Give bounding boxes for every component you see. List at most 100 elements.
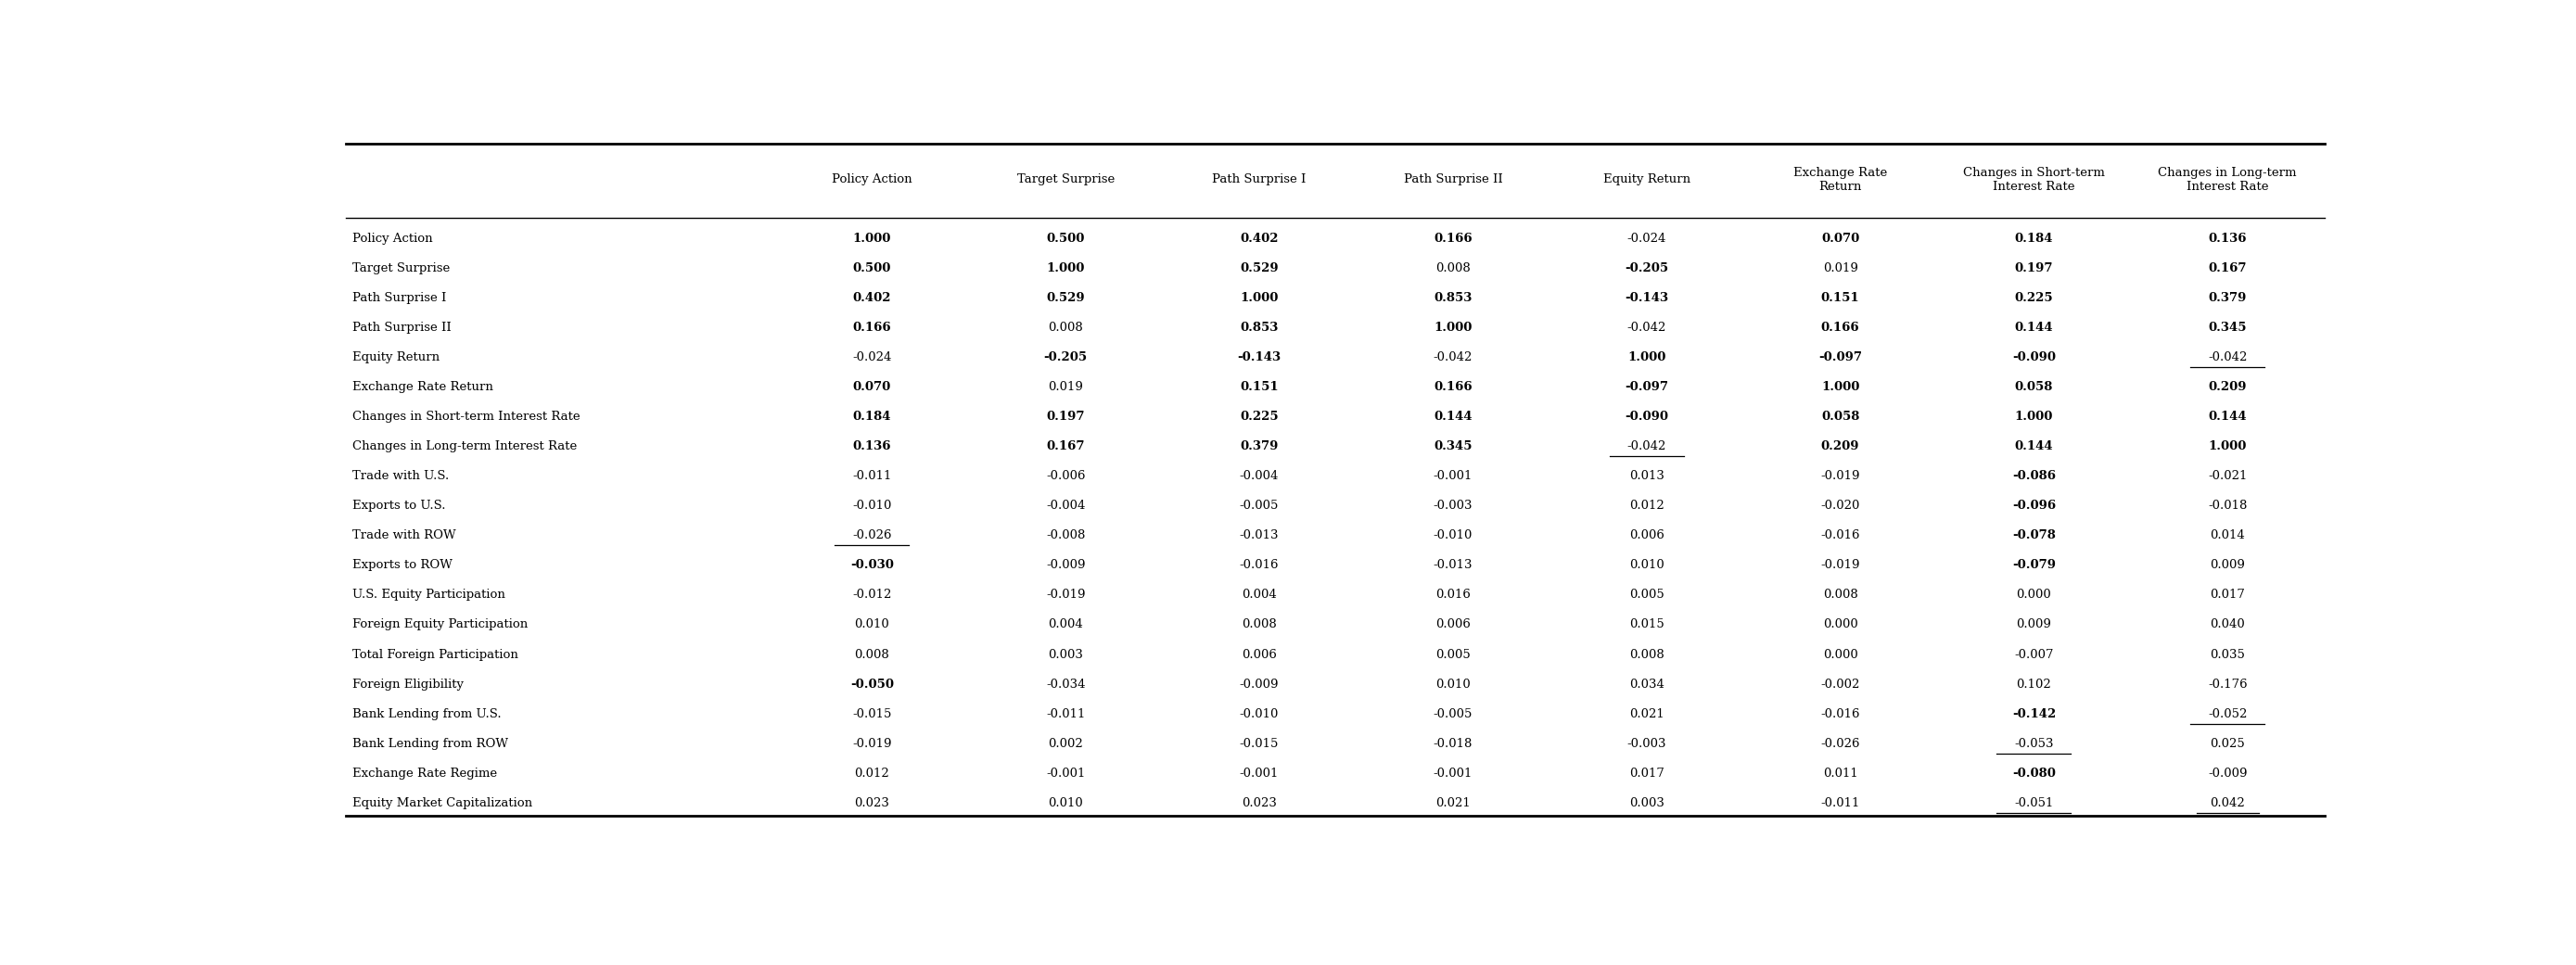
Text: 0.042: 0.042 bbox=[2210, 797, 2246, 809]
Text: 1.000: 1.000 bbox=[2208, 440, 2246, 453]
Text: 0.019: 0.019 bbox=[1824, 262, 1857, 274]
Text: -0.096: -0.096 bbox=[2012, 500, 2056, 511]
Text: 0.225: 0.225 bbox=[2014, 291, 2053, 304]
Text: 0.184: 0.184 bbox=[2014, 233, 2053, 244]
Text: 1.000: 1.000 bbox=[1435, 321, 1471, 334]
Text: -0.042: -0.042 bbox=[1628, 440, 1667, 453]
Text: 1.000: 1.000 bbox=[1046, 262, 1084, 274]
Text: 0.144: 0.144 bbox=[1435, 411, 1473, 423]
Text: 0.184: 0.184 bbox=[853, 411, 891, 423]
Text: 0.136: 0.136 bbox=[2208, 233, 2246, 244]
Text: -0.003: -0.003 bbox=[1432, 500, 1473, 511]
Text: 0.002: 0.002 bbox=[1048, 737, 1082, 750]
Text: -0.090: -0.090 bbox=[2012, 351, 2056, 363]
Text: -0.142: -0.142 bbox=[2012, 708, 2056, 720]
Text: -0.013: -0.013 bbox=[1432, 560, 1473, 571]
Text: Changes in Long-term
Interest Rate: Changes in Long-term Interest Rate bbox=[2159, 167, 2298, 193]
Text: 1.000: 1.000 bbox=[1821, 381, 1860, 393]
Text: 0.008: 0.008 bbox=[1242, 619, 1278, 631]
Text: -0.020: -0.020 bbox=[1821, 500, 1860, 511]
Text: 0.015: 0.015 bbox=[1628, 619, 1664, 631]
Text: 0.008: 0.008 bbox=[1824, 589, 1857, 601]
Text: -0.018: -0.018 bbox=[2208, 500, 2246, 511]
Text: 0.017: 0.017 bbox=[2210, 589, 2246, 601]
Text: Total Foreign Participation: Total Foreign Participation bbox=[353, 648, 518, 660]
Text: -0.050: -0.050 bbox=[850, 678, 894, 690]
Text: 0.345: 0.345 bbox=[2208, 321, 2246, 334]
Text: 0.136: 0.136 bbox=[853, 440, 891, 453]
Text: Changes in Long-term Interest Rate: Changes in Long-term Interest Rate bbox=[353, 440, 577, 453]
Text: 0.197: 0.197 bbox=[1046, 411, 1084, 423]
Text: 0.209: 0.209 bbox=[1821, 440, 1860, 453]
Text: 1.000: 1.000 bbox=[853, 233, 891, 244]
Text: 0.035: 0.035 bbox=[2210, 648, 2246, 660]
Text: -0.015: -0.015 bbox=[1239, 737, 1278, 750]
Text: -0.007: -0.007 bbox=[2014, 648, 2053, 660]
Text: 0.016: 0.016 bbox=[1435, 589, 1471, 601]
Text: -0.090: -0.090 bbox=[1625, 411, 1669, 423]
Text: 0.345: 0.345 bbox=[1435, 440, 1473, 453]
Text: 0.529: 0.529 bbox=[1046, 291, 1084, 304]
Text: -0.001: -0.001 bbox=[1432, 470, 1473, 482]
Text: -0.003: -0.003 bbox=[1628, 737, 1667, 750]
Text: -0.019: -0.019 bbox=[1821, 470, 1860, 482]
Text: -0.176: -0.176 bbox=[2208, 678, 2246, 690]
Text: Trade with ROW: Trade with ROW bbox=[353, 530, 456, 541]
Text: Equity Market Capitalization: Equity Market Capitalization bbox=[353, 797, 533, 809]
Text: Exports to U.S.: Exports to U.S. bbox=[353, 500, 446, 511]
Text: 0.014: 0.014 bbox=[2210, 530, 2246, 541]
Text: -0.011: -0.011 bbox=[853, 470, 891, 482]
Text: -0.042: -0.042 bbox=[1628, 321, 1667, 334]
Text: 0.070: 0.070 bbox=[1821, 233, 1860, 244]
Text: -0.016: -0.016 bbox=[1821, 530, 1860, 541]
Text: -0.005: -0.005 bbox=[1239, 500, 1278, 511]
Text: 1.000: 1.000 bbox=[1628, 351, 1667, 363]
Text: -0.010: -0.010 bbox=[1239, 708, 1278, 720]
Text: -0.080: -0.080 bbox=[2012, 767, 2056, 780]
Text: 0.006: 0.006 bbox=[1628, 530, 1664, 541]
Text: 0.167: 0.167 bbox=[1046, 440, 1084, 453]
Text: 0.166: 0.166 bbox=[1821, 321, 1860, 334]
Text: 0.500: 0.500 bbox=[853, 262, 891, 274]
Text: 0.004: 0.004 bbox=[1048, 619, 1082, 631]
Text: 0.023: 0.023 bbox=[1242, 797, 1278, 809]
Text: Changes in Short-term
Interest Rate: Changes in Short-term Interest Rate bbox=[1963, 167, 2105, 193]
Text: Policy Action: Policy Action bbox=[353, 233, 433, 244]
Text: -0.019: -0.019 bbox=[1821, 560, 1860, 571]
Text: -0.052: -0.052 bbox=[2208, 708, 2246, 720]
Text: -0.001: -0.001 bbox=[1046, 767, 1084, 780]
Text: -0.026: -0.026 bbox=[853, 530, 891, 541]
Text: -0.005: -0.005 bbox=[1432, 708, 1473, 720]
Text: 0.006: 0.006 bbox=[1242, 648, 1278, 660]
Text: 0.010: 0.010 bbox=[1628, 560, 1664, 571]
Text: -0.010: -0.010 bbox=[853, 500, 891, 511]
Text: -0.097: -0.097 bbox=[1819, 351, 1862, 363]
Text: 0.006: 0.006 bbox=[1435, 619, 1471, 631]
Text: Path Surprise II: Path Surprise II bbox=[1404, 174, 1502, 185]
Text: -0.024: -0.024 bbox=[853, 351, 891, 363]
Text: Equity Return: Equity Return bbox=[1602, 174, 1690, 185]
Text: -0.024: -0.024 bbox=[1628, 233, 1667, 244]
Text: -0.001: -0.001 bbox=[1239, 767, 1278, 780]
Text: -0.002: -0.002 bbox=[1821, 678, 1860, 690]
Text: -0.030: -0.030 bbox=[850, 560, 894, 571]
Text: 0.040: 0.040 bbox=[2210, 619, 2246, 631]
Text: 0.012: 0.012 bbox=[855, 767, 889, 780]
Text: 0.166: 0.166 bbox=[1435, 233, 1473, 244]
Text: -0.021: -0.021 bbox=[2208, 470, 2246, 482]
Text: -0.009: -0.009 bbox=[2208, 767, 2246, 780]
Text: -0.008: -0.008 bbox=[1046, 530, 1084, 541]
Text: -0.086: -0.086 bbox=[2012, 470, 2056, 482]
Text: -0.009: -0.009 bbox=[1046, 560, 1084, 571]
Text: 0.166: 0.166 bbox=[853, 321, 891, 334]
Text: Policy Action: Policy Action bbox=[832, 174, 912, 185]
Text: Bank Lending from U.S.: Bank Lending from U.S. bbox=[353, 708, 500, 720]
Text: Exchange Rate
Return: Exchange Rate Return bbox=[1793, 167, 1888, 193]
Text: -0.016: -0.016 bbox=[1239, 560, 1280, 571]
Text: 0.058: 0.058 bbox=[2014, 381, 2053, 393]
Text: 0.008: 0.008 bbox=[1048, 321, 1082, 334]
Text: 0.225: 0.225 bbox=[1239, 411, 1278, 423]
Text: 0.017: 0.017 bbox=[1628, 767, 1664, 780]
Text: -0.042: -0.042 bbox=[1432, 351, 1473, 363]
Text: Path Surprise I: Path Surprise I bbox=[1213, 174, 1306, 185]
